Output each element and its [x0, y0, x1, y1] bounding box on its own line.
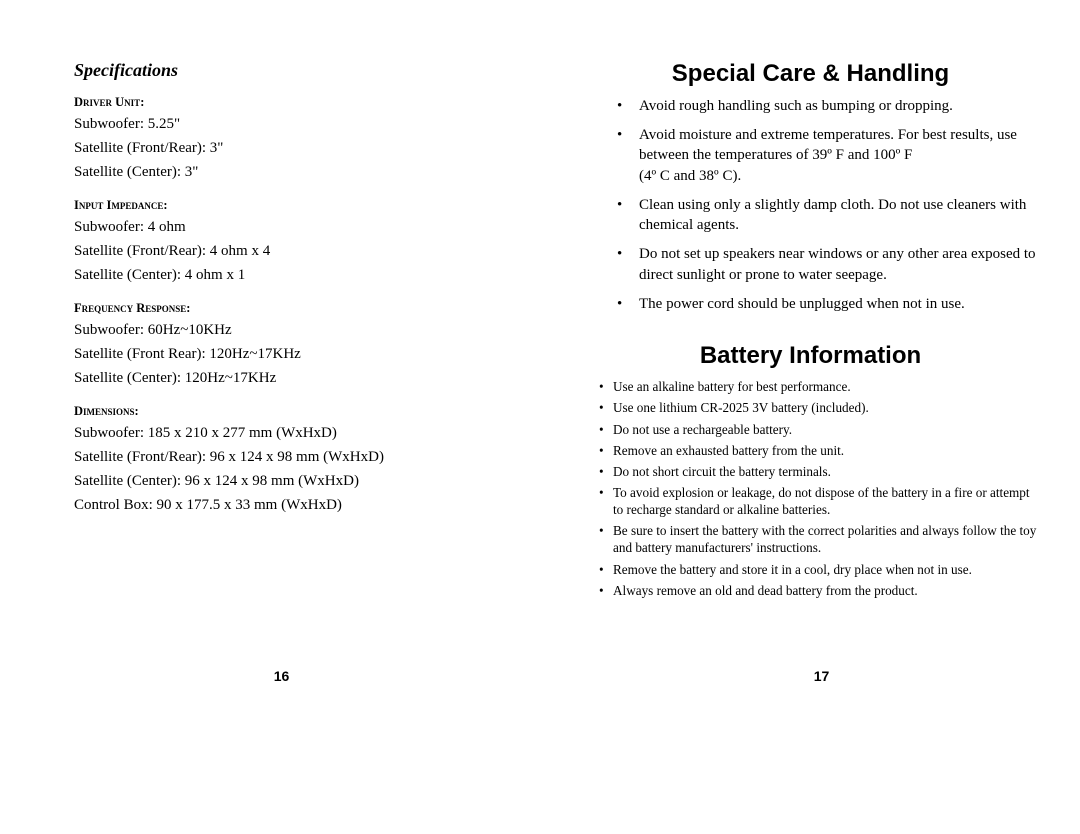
battery-info-heading: Battery Information — [581, 342, 1040, 370]
spec-line: Subwoofer: 5.25" — [74, 112, 533, 136]
list-item: Avoid moisture and extreme temperatures.… — [617, 125, 1040, 187]
list-item: Avoid rough handling such as bumping or … — [617, 96, 1040, 117]
spec-line: Satellite (Center): 3" — [74, 160, 533, 184]
right-page: Special Care & Handling Avoid rough hand… — [563, 60, 1080, 834]
page-number-right: 17 — [814, 668, 830, 684]
spec-line: Subwoofer: 4 ohm — [74, 215, 533, 239]
input-impedance-heading: Input Impedance: — [74, 198, 533, 213]
spec-line: Subwoofer: 185 x 210 x 277 mm (WxHxD) — [74, 421, 533, 445]
left-page: Specifications Driver Unit: Subwoofer: 5… — [0, 60, 563, 834]
spec-line: Subwoofer: 60Hz~10KHz — [74, 318, 533, 342]
list-item: Use one lithium CR-2025 3V battery (incl… — [599, 399, 1040, 416]
page-spread: Specifications Driver Unit: Subwoofer: 5… — [0, 0, 1080, 834]
list-item: Do not set up speakers near windows or a… — [617, 244, 1040, 285]
spec-line: Satellite (Front/Rear): 4 ohm x 4 — [74, 239, 533, 263]
list-item: Clean using only a slightly damp cloth. … — [617, 195, 1040, 236]
battery-list: Use an alkaline battery for best perform… — [581, 378, 1040, 599]
frequency-response-heading: Frequency Response: — [74, 301, 533, 316]
list-item: Remove an exhausted battery from the uni… — [599, 442, 1040, 459]
page-number-left: 16 — [274, 668, 290, 684]
special-care-heading: Special Care & Handling — [581, 60, 1040, 88]
spec-line: Satellite (Front/Rear): 3" — [74, 136, 533, 160]
list-item: To avoid explosion or leakage, do not di… — [599, 484, 1040, 518]
list-item: Do not short circuit the battery termina… — [599, 463, 1040, 480]
spec-line: Satellite (Center): 4 ohm x 1 — [74, 263, 533, 287]
list-item: Do not use a rechargeable battery. — [599, 421, 1040, 438]
spec-line: Satellite (Center): 96 x 124 x 98 mm (Wx… — [74, 469, 533, 493]
spec-line: Satellite (Front Rear): 120Hz~17KHz — [74, 342, 533, 366]
list-item: Use an alkaline battery for best perform… — [599, 378, 1040, 395]
list-item: Always remove an old and dead battery fr… — [599, 582, 1040, 599]
driver-unit-heading: Driver Unit: — [74, 95, 533, 110]
spec-line: Control Box: 90 x 177.5 x 33 mm (WxHxD) — [74, 493, 533, 517]
list-item: Remove the battery and store it in a coo… — [599, 561, 1040, 578]
care-list: Avoid rough handling such as bumping or … — [581, 96, 1040, 314]
dimensions-heading: Dimensions: — [74, 404, 533, 419]
spec-line: Satellite (Front/Rear): 96 x 124 x 98 mm… — [74, 445, 533, 469]
list-item: Be sure to insert the battery with the c… — [599, 522, 1040, 556]
spec-line: Satellite (Center): 120Hz~17KHz — [74, 366, 533, 390]
specifications-title: Specifications — [74, 60, 533, 81]
list-item: The power cord should be unplugged when … — [617, 294, 1040, 315]
